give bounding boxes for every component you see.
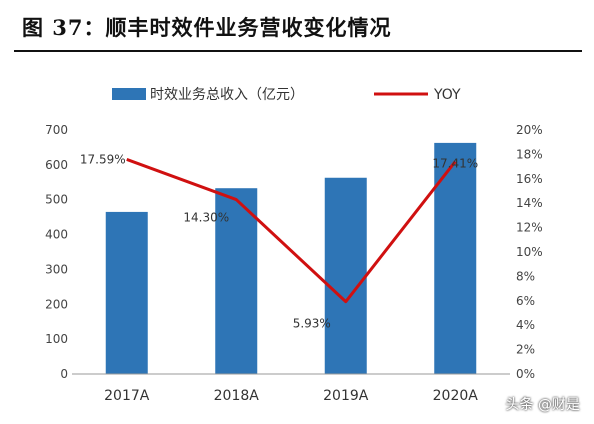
data-label: 17.59% xyxy=(80,152,126,166)
x-tick-label: 2017A xyxy=(104,388,150,404)
y-left-tick-label: 600 xyxy=(45,158,68,172)
y-right-tick-label: 2% xyxy=(516,343,535,357)
x-tick-label: 2019A xyxy=(323,388,369,404)
y-left-tick-label: 200 xyxy=(45,297,68,311)
legend-swatch-bar xyxy=(112,88,146,100)
y-right-tick-label: 4% xyxy=(516,318,535,332)
data-label: 5.93% xyxy=(293,317,331,331)
data-label: 14.30% xyxy=(183,211,229,225)
x-tick-label: 2018A xyxy=(214,388,260,404)
y-right-tick-label: 12% xyxy=(516,221,543,235)
y-right-tick-label: 14% xyxy=(516,196,543,210)
y-left-tick-label: 300 xyxy=(45,262,68,276)
watermark: 头条 @财是 xyxy=(506,394,580,414)
x-tick-label: 2020A xyxy=(433,388,479,404)
y-right-tick-label: 8% xyxy=(516,269,535,283)
bar xyxy=(106,212,148,374)
y-left-tick-label: 0 xyxy=(60,367,68,381)
y-right-tick-label: 18% xyxy=(516,147,543,161)
y-right-tick-label: 10% xyxy=(516,245,543,259)
y-left-tick-label: 100 xyxy=(45,332,68,346)
y-left-tick-label: 400 xyxy=(45,228,68,242)
bar xyxy=(434,143,476,374)
bar xyxy=(325,178,367,374)
legend-label-line: YOY xyxy=(433,87,461,103)
y-right-tick-label: 20% xyxy=(516,123,543,137)
y-right-tick-label: 6% xyxy=(516,294,535,308)
y-left-tick-label: 500 xyxy=(45,193,68,207)
data-label: 17.41% xyxy=(432,157,478,171)
y-right-tick-label: 16% xyxy=(516,172,543,186)
yoy-line xyxy=(127,159,456,301)
y-right-tick-label: 0% xyxy=(516,367,535,381)
y-left-tick-label: 700 xyxy=(45,123,68,137)
legend-label-bar: 时效业务总收入（亿元） xyxy=(150,87,304,103)
